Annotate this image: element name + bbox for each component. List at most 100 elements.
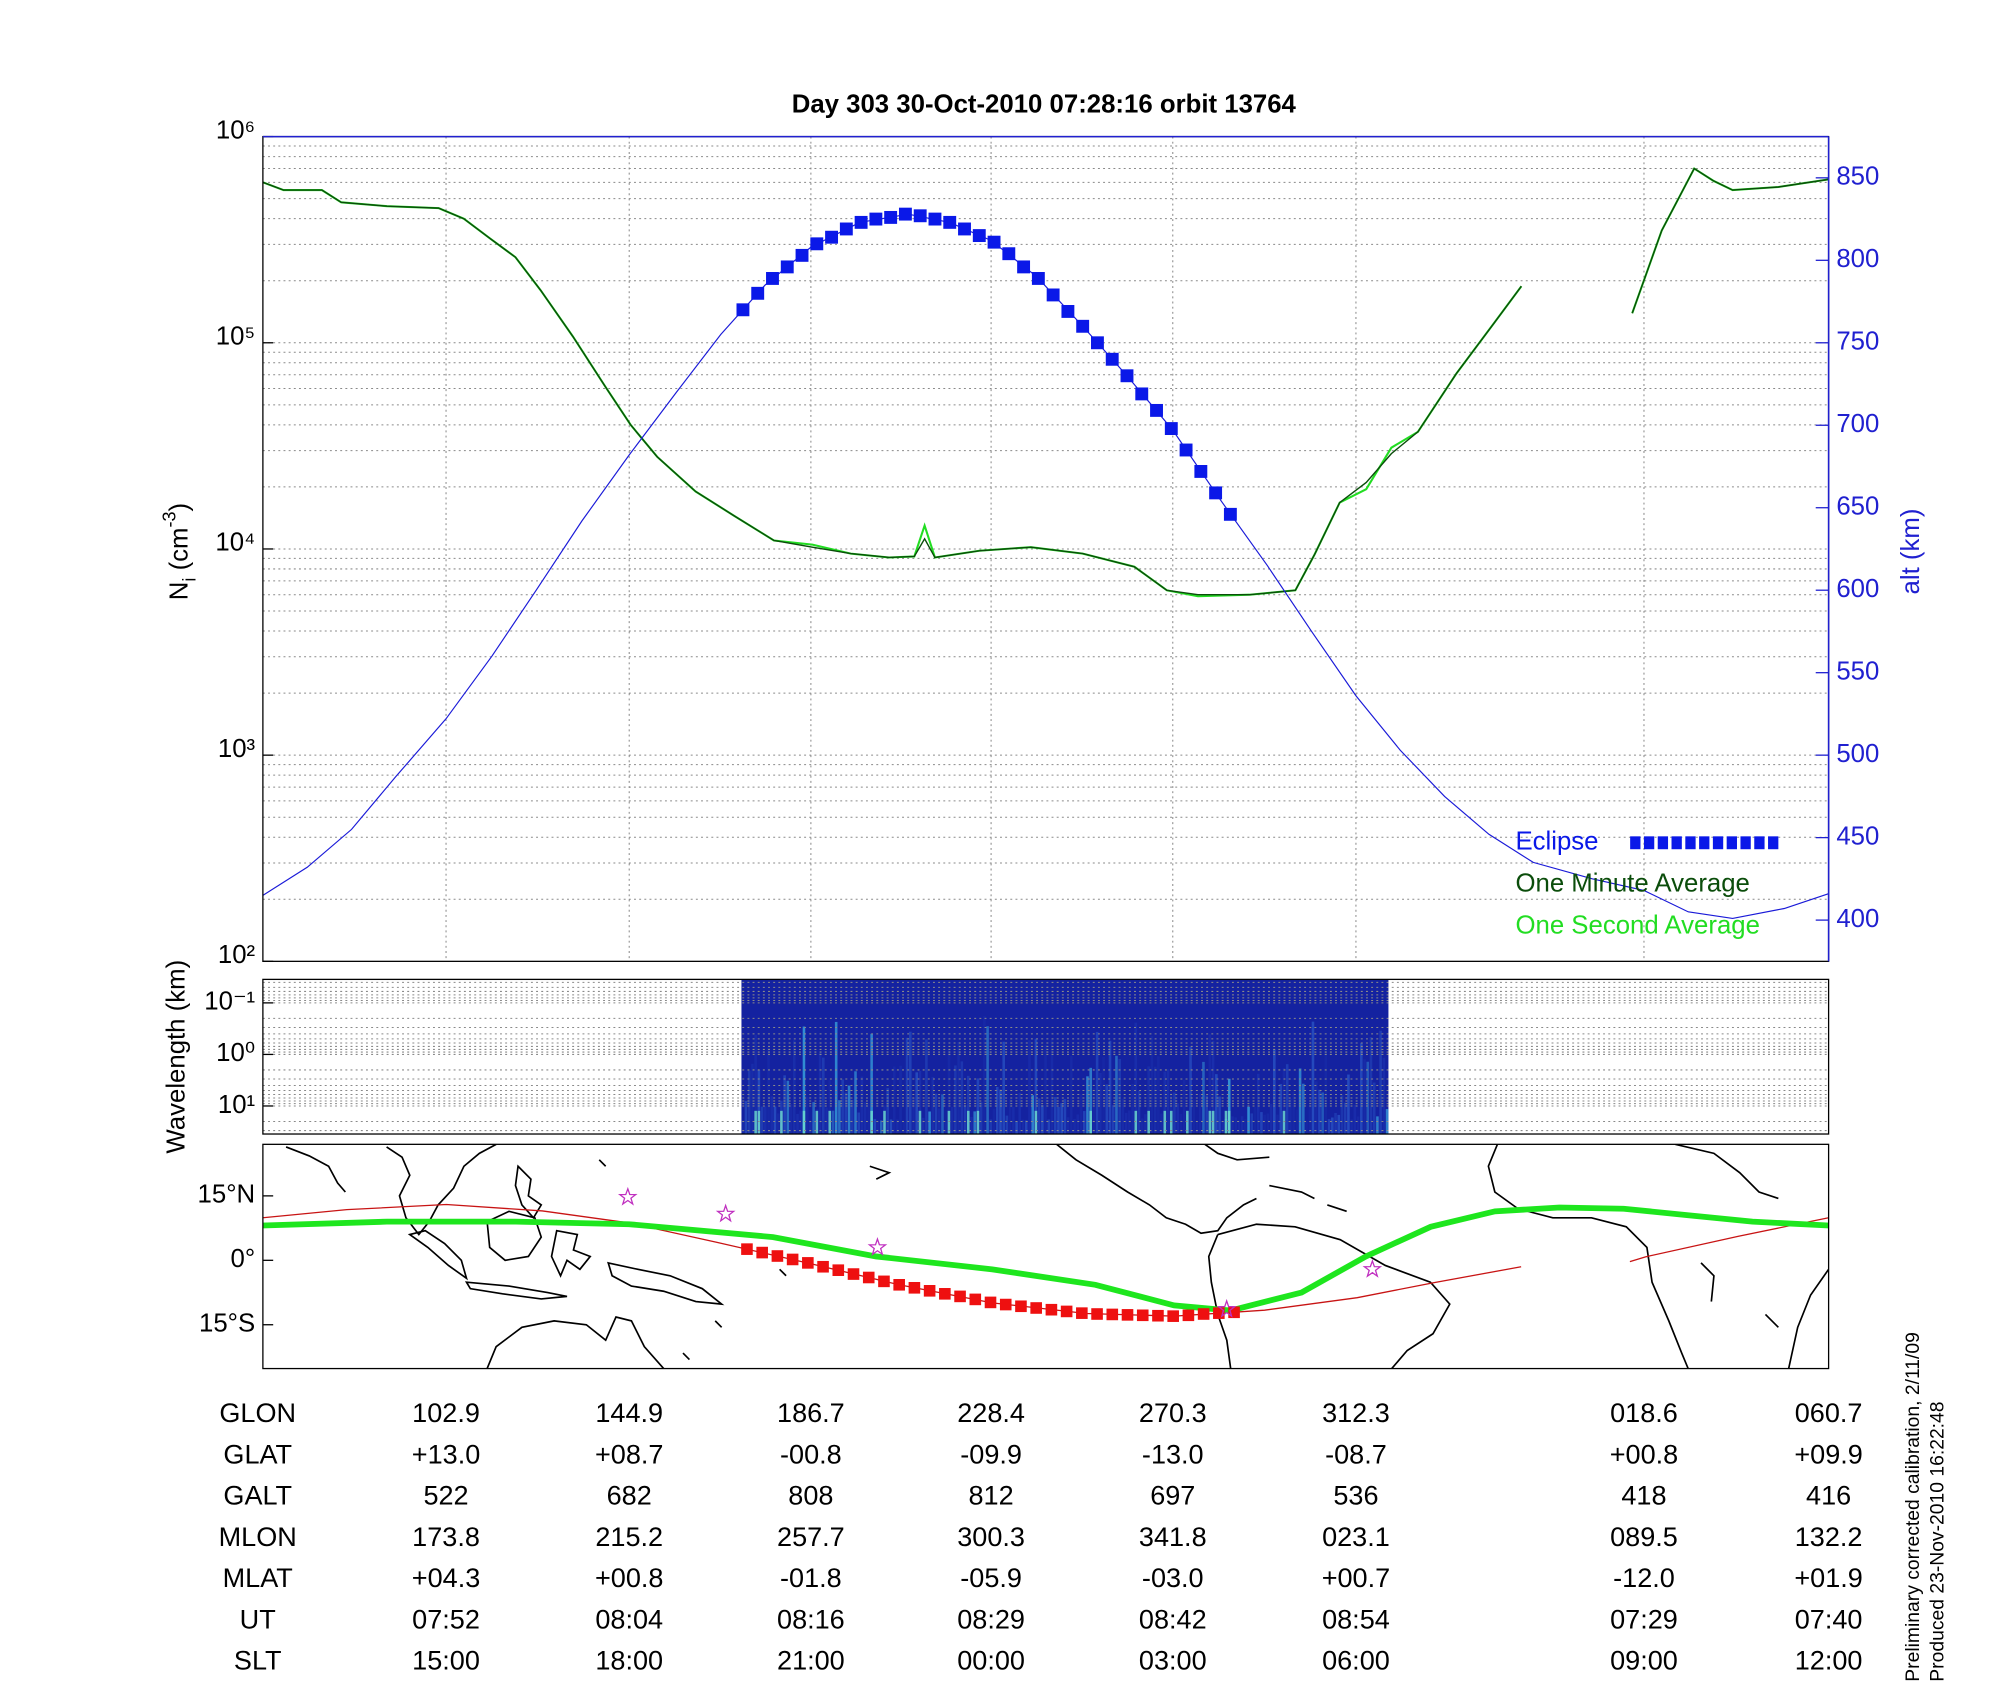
legend-marker — [1699, 836, 1710, 850]
spectrogram-texture — [1163, 1071, 1167, 1135]
plot-area — [262, 167, 1829, 920]
spectrogram-texture — [986, 1026, 989, 1135]
eclipse-marker — [972, 229, 986, 243]
legend-marker — [1657, 836, 1669, 850]
ephemeris-value: -13.0 — [1142, 1439, 1204, 1469]
spectrogram-texture — [1076, 1114, 1080, 1135]
ephemeris-value: 186.7 — [777, 1398, 845, 1428]
spectrogram-texture — [1144, 1114, 1147, 1135]
legend-marker — [1685, 836, 1696, 850]
spectrogram-texture — [1176, 1103, 1179, 1135]
spectrogram-texture — [809, 1121, 812, 1135]
legend-marker — [1768, 836, 1779, 850]
legend-label: One Second Average — [1515, 911, 1759, 939]
spectrogram-texture — [1337, 1114, 1341, 1135]
eclipse-marker — [1002, 247, 1016, 261]
spectrogram-texture — [1037, 1098, 1041, 1135]
eclipse-marker — [1197, 1308, 1210, 1320]
spectrogram-texture — [1163, 1110, 1167, 1135]
eclipse-marker — [1167, 1310, 1179, 1322]
spectrogram-texture — [1218, 1096, 1221, 1135]
spectrogram-texture — [1195, 1120, 1199, 1135]
spectrogram-texture — [1318, 1089, 1321, 1135]
eclipse-marker — [1015, 1300, 1027, 1313]
spectrogram-texture — [1266, 1113, 1270, 1135]
spectrogram-texture — [1089, 1067, 1092, 1135]
y2-tick-label: 600 — [1836, 575, 1879, 603]
spectrogram-texture — [1095, 1031, 1099, 1135]
spectrogram-texture — [1208, 1034, 1212, 1135]
eclipse-marker — [1164, 422, 1178, 436]
ephemeris-value: 15:00 — [412, 1646, 480, 1676]
spectrogram-texture — [918, 1070, 922, 1135]
spectrogram-texture — [867, 1103, 870, 1135]
spectrogram-texture — [1182, 1079, 1186, 1135]
spectrogram-texture — [1153, 1066, 1157, 1135]
ephemeris-value: -05.9 — [960, 1563, 1022, 1593]
legend-label: Eclipse — [1515, 828, 1598, 856]
y-tick-label: 10² — [218, 941, 256, 969]
ephemeris-value: 08:54 — [1322, 1604, 1390, 1634]
legend-marker — [1754, 836, 1765, 850]
eclipse-marker — [928, 212, 942, 226]
spectrogram-texture — [931, 1076, 935, 1135]
spectrogram-y-label: Wavelength (km) — [163, 960, 191, 1154]
spectrogram-texture — [1234, 1117, 1237, 1135]
y2-tick-label: 550 — [1836, 657, 1879, 685]
ephemeris-value: -09.9 — [960, 1439, 1022, 1469]
spectrogram-texture — [1028, 1040, 1031, 1135]
eclipse-marker — [943, 215, 957, 229]
eclipse-marker — [984, 1296, 997, 1309]
spectrogram-texture — [1376, 1116, 1379, 1135]
spectrogram-texture — [760, 1106, 764, 1135]
ephemeris-value: +00.8 — [1610, 1439, 1678, 1469]
ephemeris-value: 173.8 — [412, 1522, 480, 1552]
ephemeris-value: 060.7 — [1795, 1398, 1863, 1428]
ephemeris-value: 08:04 — [595, 1604, 663, 1634]
ephemeris-value: -08.7 — [1325, 1439, 1387, 1469]
spectrogram-texture — [1034, 1110, 1038, 1135]
ephemeris-value: 270.3 — [1139, 1398, 1207, 1428]
eclipse-marker — [741, 1243, 753, 1255]
eclipse-marker — [1061, 305, 1075, 318]
y-label-part: -3 — [159, 511, 179, 527]
spectrogram-texture — [1140, 1118, 1144, 1135]
y-tick-label: 10¹ — [218, 1091, 256, 1119]
spectrogram-texture — [1015, 1121, 1018, 1135]
y-tick-label: 10⁰ — [216, 1039, 255, 1067]
spectrogram-texture — [941, 1094, 944, 1135]
spectrogram-texture — [1021, 1119, 1025, 1135]
eclipse-marker — [1030, 1302, 1042, 1314]
ephemeris-value: +00.8 — [595, 1563, 663, 1593]
spectrogram-texture — [876, 1120, 880, 1135]
spectrogram-texture — [902, 1121, 906, 1135]
spectrogram-texture — [818, 1053, 822, 1135]
y-axis-label: Ni (cm-3) — [159, 503, 199, 600]
spectrogram-texture — [1231, 1116, 1234, 1135]
y2-tick-label: 650 — [1836, 493, 1879, 521]
spectrogram-texture — [802, 1110, 806, 1135]
spectrogram-texture — [1250, 1113, 1254, 1135]
spectrogram-texture — [1070, 1055, 1073, 1135]
y-tick-label: 10⁶ — [216, 116, 255, 144]
ephemeris-value: -00.8 — [780, 1439, 842, 1469]
eclipse-marker — [1150, 403, 1163, 417]
y-tick-label: 10⁻¹ — [204, 988, 255, 1016]
y-label-part: ) — [165, 503, 193, 512]
spectrogram-texture — [966, 1110, 970, 1135]
eclipse-marker — [751, 286, 765, 300]
spectrogram-texture — [1060, 1103, 1063, 1135]
spectrogram-texture — [1253, 1107, 1257, 1135]
spectrogram-texture — [1134, 1110, 1138, 1135]
row-label: MLON — [219, 1522, 297, 1552]
eclipse-marker — [939, 1288, 951, 1300]
spectrogram-texture — [1079, 1094, 1083, 1135]
spectrogram-texture — [1018, 1092, 1022, 1135]
eclipse-marker — [893, 1278, 905, 1291]
spectrogram-texture — [1002, 1041, 1005, 1135]
ephemeris-value: -03.0 — [1142, 1563, 1204, 1593]
spectrogram-texture — [896, 1119, 899, 1135]
spectrogram-texture — [1331, 1117, 1334, 1135]
eclipse-marker — [810, 237, 824, 251]
